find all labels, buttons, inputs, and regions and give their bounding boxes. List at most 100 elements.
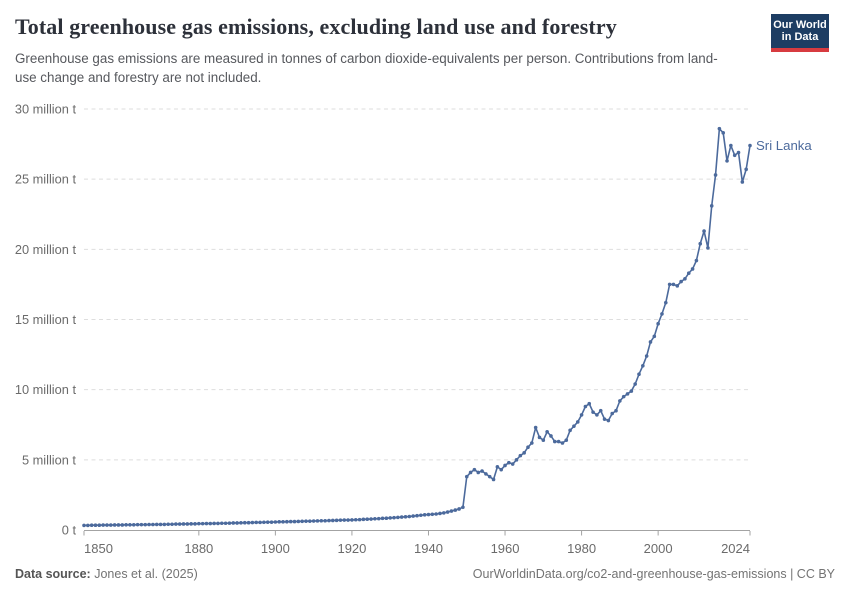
data-point[interactable] bbox=[449, 509, 454, 513]
data-point[interactable] bbox=[285, 519, 289, 524]
data-point[interactable] bbox=[514, 458, 519, 462]
data-point[interactable] bbox=[468, 470, 473, 475]
data-point[interactable] bbox=[197, 521, 201, 526]
data-point[interactable] bbox=[721, 131, 726, 135]
data-point[interactable] bbox=[411, 514, 415, 518]
data-point[interactable] bbox=[212, 521, 216, 526]
data-point[interactable] bbox=[503, 463, 507, 468]
data-point[interactable] bbox=[93, 523, 98, 528]
data-point[interactable] bbox=[227, 521, 232, 525]
data-point[interactable] bbox=[729, 143, 733, 148]
data-point[interactable] bbox=[602, 417, 607, 421]
data-point[interactable] bbox=[177, 522, 182, 526]
data-point[interactable] bbox=[246, 520, 251, 525]
data-point[interactable] bbox=[174, 522, 178, 526]
data-point[interactable] bbox=[327, 518, 331, 523]
data-point[interactable] bbox=[618, 399, 622, 403]
data-point[interactable] bbox=[717, 126, 722, 131]
data-point[interactable] bbox=[143, 522, 148, 527]
data-point[interactable] bbox=[541, 438, 546, 442]
data-point[interactable] bbox=[663, 300, 668, 305]
data-point[interactable] bbox=[491, 477, 496, 482]
data-point[interactable] bbox=[552, 439, 557, 444]
data-point[interactable] bbox=[89, 523, 94, 528]
data-point[interactable] bbox=[441, 511, 446, 515]
data-point[interactable] bbox=[637, 372, 641, 377]
owid-url-link[interactable]: OurWorldinData.org/co2-and-greenhouse-ga… bbox=[472, 567, 835, 581]
data-point[interactable] bbox=[101, 523, 105, 527]
data-point[interactable] bbox=[350, 518, 354, 522]
data-point[interactable] bbox=[499, 467, 504, 472]
data-point[interactable] bbox=[644, 354, 649, 358]
data-point[interactable] bbox=[595, 413, 599, 417]
data-point[interactable] bbox=[415, 513, 419, 518]
data-point[interactable] bbox=[610, 411, 615, 416]
data-point[interactable] bbox=[154, 522, 159, 527]
data-point[interactable] bbox=[510, 462, 515, 466]
data-point[interactable] bbox=[629, 389, 634, 393]
data-point[interactable] bbox=[537, 435, 542, 440]
data-point[interactable] bbox=[262, 520, 266, 525]
data-point[interactable] bbox=[713, 173, 718, 177]
data-point[interactable] bbox=[518, 453, 523, 458]
data-point[interactable] bbox=[357, 517, 362, 522]
data-point[interactable] bbox=[633, 382, 637, 386]
data-point[interactable] bbox=[388, 516, 393, 520]
data-point[interactable] bbox=[162, 522, 167, 527]
data-point[interactable] bbox=[361, 517, 366, 522]
data-point[interactable] bbox=[606, 418, 611, 423]
data-point[interactable] bbox=[461, 505, 465, 510]
data-point[interactable] bbox=[112, 523, 117, 527]
data-point[interactable] bbox=[231, 521, 236, 525]
data-point[interactable] bbox=[235, 521, 239, 525]
data-point[interactable] bbox=[242, 520, 247, 525]
data-point[interactable] bbox=[105, 523, 109, 527]
data-point[interactable] bbox=[254, 520, 259, 525]
data-point[interactable] bbox=[273, 520, 278, 524]
data-point[interactable] bbox=[365, 517, 370, 521]
data-point[interactable] bbox=[151, 522, 155, 527]
data-point[interactable] bbox=[181, 522, 186, 526]
data-point[interactable] bbox=[583, 404, 588, 409]
data-point[interactable] bbox=[706, 246, 710, 250]
data-point[interactable] bbox=[158, 522, 163, 527]
data-point[interactable] bbox=[288, 519, 293, 524]
data-point[interactable] bbox=[185, 522, 190, 526]
owid-logo[interactable]: Our World in Data bbox=[771, 14, 829, 52]
data-point[interactable] bbox=[587, 401, 592, 406]
data-point[interactable] bbox=[419, 513, 423, 518]
data-point[interactable] bbox=[281, 520, 285, 524]
data-point[interactable] bbox=[384, 516, 389, 521]
data-point[interactable] bbox=[526, 445, 530, 450]
data-point[interactable] bbox=[304, 519, 308, 523]
data-point[interactable] bbox=[679, 279, 683, 284]
data-point[interactable] bbox=[568, 428, 572, 433]
data-point[interactable] bbox=[702, 229, 706, 233]
data-point[interactable] bbox=[86, 523, 90, 528]
data-point[interactable] bbox=[308, 519, 312, 523]
data-point[interactable] bbox=[667, 282, 672, 287]
data-point[interactable] bbox=[675, 284, 680, 288]
data-point[interactable] bbox=[200, 521, 205, 526]
data-point[interactable] bbox=[189, 522, 193, 526]
data-point[interactable] bbox=[472, 467, 477, 472]
data-point[interactable] bbox=[556, 439, 561, 444]
data-point[interactable] bbox=[204, 521, 209, 526]
data-point[interactable] bbox=[250, 520, 255, 525]
data-point[interactable] bbox=[495, 465, 500, 469]
data-point[interactable] bbox=[193, 522, 197, 526]
data-point[interactable] bbox=[652, 334, 657, 339]
data-point[interactable] bbox=[732, 153, 737, 158]
data-point[interactable] bbox=[216, 521, 220, 526]
data-point[interactable] bbox=[399, 515, 404, 519]
data-point[interactable] bbox=[530, 441, 534, 445]
data-point[interactable] bbox=[591, 410, 595, 414]
data-point[interactable] bbox=[108, 523, 113, 527]
data-point[interactable] bbox=[120, 523, 125, 527]
data-point[interactable] bbox=[621, 394, 626, 399]
data-point[interactable] bbox=[311, 519, 316, 523]
data-point[interactable] bbox=[82, 523, 86, 528]
data-point[interactable] bbox=[300, 519, 304, 524]
data-point[interactable] bbox=[223, 521, 228, 526]
data-point[interactable] bbox=[147, 522, 151, 527]
